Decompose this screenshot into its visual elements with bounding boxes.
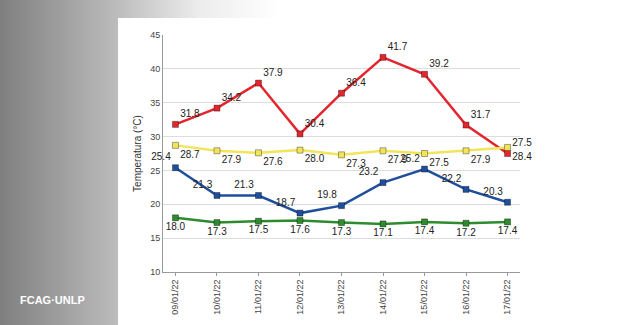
svg-text:17/01/22: 17/01/22 [502,280,512,315]
svg-text:20.3: 20.3 [483,186,503,197]
svg-text:37.9: 37.9 [263,67,283,78]
svg-text:17.5: 17.5 [249,224,269,235]
svg-text:27.9: 27.9 [222,154,242,165]
svg-text:14/01/22: 14/01/22 [378,280,388,315]
svg-text:17.1: 17.1 [373,227,393,238]
svg-text:11/01/22: 11/01/22 [253,280,263,314]
svg-text:Temperatura (°C): Temperatura (°C) [132,115,143,192]
svg-text:35: 35 [150,98,160,108]
svg-text:17.2: 17.2 [456,227,476,238]
svg-text:18.0: 18.0 [166,221,186,232]
svg-text:17.3: 17.3 [332,226,352,237]
svg-text:28.7: 28.7 [180,149,200,160]
svg-text:27.5: 27.5 [429,157,449,168]
svg-text:31.7: 31.7 [471,109,491,120]
svg-text:40: 40 [150,64,160,74]
svg-text:30.4: 30.4 [305,118,325,129]
svg-text:17.6: 17.6 [290,224,310,235]
svg-text:27.9: 27.9 [388,154,408,165]
svg-text:25: 25 [150,166,160,176]
svg-text:27.9: 27.9 [471,154,491,165]
svg-text:25.2: 25.2 [400,153,420,164]
svg-text:FCAG·UNLP: FCAG·UNLP [20,294,85,306]
svg-text:27.6: 27.6 [263,156,283,167]
svg-text:28.4: 28.4 [512,151,532,162]
svg-text:10: 10 [150,267,160,277]
svg-text:41.7: 41.7 [388,41,408,52]
svg-text:28.0: 28.0 [305,153,325,164]
svg-text:39.2: 39.2 [429,58,449,69]
svg-text:30: 30 [150,132,160,142]
svg-text:17.4: 17.4 [498,225,518,236]
svg-text:12/01/22: 12/01/22 [295,280,305,315]
svg-text:21.3: 21.3 [234,179,254,190]
svg-text:18.7: 18.7 [276,197,296,208]
svg-text:25.4: 25.4 [151,151,171,162]
svg-text:36.4: 36.4 [346,77,366,88]
svg-text:10/01/22: 10/01/22 [212,280,222,315]
svg-text:16/01/22: 16/01/22 [461,280,471,315]
svg-text:45: 45 [150,30,160,40]
svg-text:23.2: 23.2 [359,166,379,177]
svg-text:22.2: 22.2 [442,173,462,184]
svg-text:21.3: 21.3 [193,179,213,190]
svg-text:15: 15 [150,233,160,243]
svg-text:31.8: 31.8 [180,108,200,119]
svg-text:20: 20 [150,199,160,209]
svg-text:17.3: 17.3 [207,226,227,237]
svg-text:27.3: 27.3 [346,158,366,169]
svg-text:19.8: 19.8 [317,189,337,200]
svg-text:34.2: 34.2 [222,92,242,103]
svg-text:27.5: 27.5 [512,137,532,148]
svg-text:17.4: 17.4 [415,225,435,236]
svg-text:15/01/22: 15/01/22 [419,280,429,315]
svg-text:09/01/22: 09/01/22 [170,280,180,315]
svg-text:13/01/22: 13/01/22 [336,280,346,315]
